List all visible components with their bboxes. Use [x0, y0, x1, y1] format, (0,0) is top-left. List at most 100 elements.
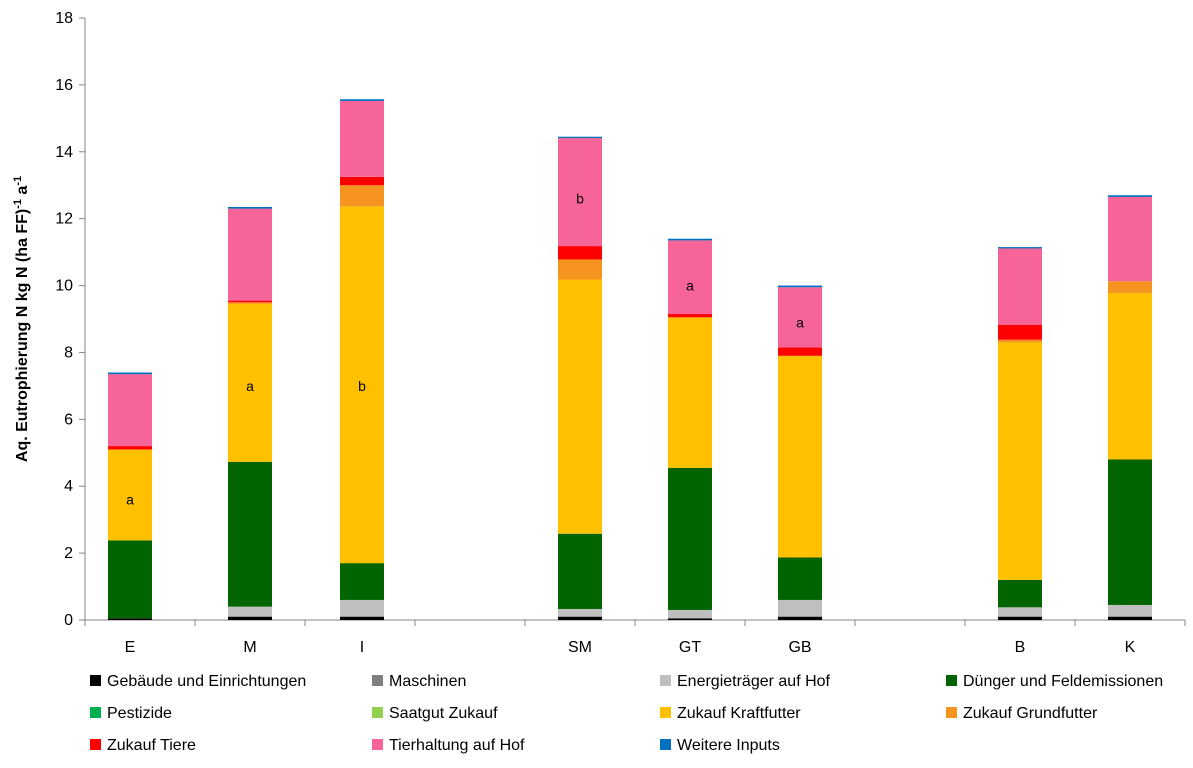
- bar-segment-gt-weitere-inputs: [668, 238, 712, 241]
- legend-swatch-zukauf-tiere: [90, 739, 101, 750]
- x-tick-label: I: [360, 639, 364, 656]
- legend-swatch-maschinen: [372, 675, 383, 686]
- legend-label-maschinen: Maschinen: [389, 673, 466, 690]
- bar-segment-e-gebäude-und-einrichtungen: [108, 618, 152, 620]
- bar-segment-i-energieträger-auf-hof: [340, 599, 384, 617]
- legend-label-weitere-inputs: Weitere Inputs: [677, 737, 780, 754]
- bar-annotation: a: [246, 378, 254, 394]
- bar-segment-k-dünger-und-feldemissionen: [1108, 459, 1152, 605]
- legend-swatch-dünger-und-feldemissionen: [946, 675, 957, 686]
- bar-segment-k-zukauf-grundfutter: [1108, 281, 1152, 293]
- legend-label-pestizide: Pestizide: [107, 705, 172, 722]
- bar-segment-sm-zukauf-kraftfutter: [558, 279, 602, 534]
- y-tick-label: 10: [55, 278, 73, 295]
- y-tick-label: 8: [64, 344, 73, 361]
- bar-segment-b-zukauf-tiere: [998, 324, 1042, 340]
- bar-segment-sm-gebäude-und-einrichtungen: [558, 616, 602, 620]
- bar-segment-sm-zukauf-tiere: [558, 246, 602, 260]
- legend-label-gebäude-und-einrichtungen: Gebäude und Einrichtungen: [107, 673, 306, 690]
- bar-segment-b-energieträger-auf-hof: [998, 607, 1042, 617]
- bar-segment-sm-dünger-und-feldemissionen: [558, 533, 602, 609]
- bar-segment-i-dünger-und-feldemissionen: [340, 563, 384, 600]
- bar-segment-sm-zukauf-grundfutter: [558, 259, 602, 280]
- legend-swatch-tierhaltung-auf-hof: [372, 739, 383, 750]
- legend-label-tierhaltung-auf-hof: Tierhaltung auf Hof: [389, 737, 525, 754]
- bar-annotation: a: [796, 314, 804, 330]
- bar-segment-i-zukauf-kraftfutter: [340, 206, 384, 564]
- bar-segment-m-dünger-und-feldemissionen: [228, 461, 272, 607]
- bar-segment-m-gebäude-und-einrichtungen: [228, 616, 272, 620]
- bar-segment-e-zukauf-kraftfutter: [108, 449, 152, 541]
- bar-segment-gb-weitere-inputs: [778, 285, 822, 288]
- legend-swatch-saatgut-zukauf: [372, 707, 383, 718]
- x-tick-label: M: [243, 639, 256, 656]
- bar-segment-sm-weitere-inputs: [558, 136, 602, 139]
- legend-swatch-zukauf-grundfutter: [946, 707, 957, 718]
- bar-segment-i-tierhaltung-auf-hof: [340, 100, 384, 177]
- y-tick-label: 4: [64, 478, 73, 495]
- bar-segment-sm-tierhaltung-auf-hof: [558, 138, 602, 247]
- bar-segment-k-tierhaltung-auf-hof: [1108, 196, 1152, 282]
- bar-segment-gt-gebäude-und-einrichtungen: [668, 618, 712, 620]
- bar-segment-gt-zukauf-kraftfutter: [668, 317, 712, 468]
- bar-annotation: a: [126, 492, 134, 508]
- bar-segment-gb-dünger-und-feldemissionen: [778, 557, 822, 600]
- bar-segment-e-dünger-und-feldemissionen: [108, 540, 152, 619]
- y-axis-label: Aq. Eutrophierung N kg N (ha FF)-1 a-1: [12, 176, 31, 462]
- bar-segment-m-zukauf-tiere: [228, 300, 272, 303]
- bar-segment-e-weitere-inputs: [108, 372, 152, 375]
- y-tick-label: 12: [55, 211, 73, 228]
- y-tick-label: 14: [55, 144, 73, 161]
- legend-label-energieträger-auf-hof: Energieträger auf Hof: [677, 673, 831, 690]
- bar-segment-b-weitere-inputs: [998, 247, 1042, 249]
- bar-segment-i-gebäude-und-einrichtungen: [340, 616, 384, 620]
- bar-segment-b-dünger-und-feldemissionen: [998, 579, 1042, 608]
- bar-segment-b-zukauf-grundfutter: [998, 339, 1042, 343]
- bar-segment-gb-gebäude-und-einrichtungen: [778, 616, 822, 620]
- bar-segment-gt-dünger-und-feldemissionen: [668, 467, 712, 610]
- legend-label-zukauf-tiere: Zukauf Tiere: [107, 737, 196, 754]
- bar-segment-m-weitere-inputs: [228, 206, 272, 209]
- y-tick-label: 18: [55, 10, 73, 27]
- legend-label-dünger-und-feldemissionen: Dünger und Feldemissionen: [963, 673, 1163, 690]
- bar-segment-sm-energieträger-auf-hof: [558, 608, 602, 617]
- x-tick-label: GB: [788, 639, 811, 656]
- y-tick-label: 0: [64, 612, 73, 629]
- bar-segment-gt-zukauf-tiere: [668, 313, 712, 318]
- legend-label-zukauf-grundfutter: Zukauf Grundfutter: [963, 705, 1098, 722]
- bar-segment-i-weitere-inputs: [340, 99, 384, 101]
- bar-segment-m-energieträger-auf-hof: [228, 606, 272, 617]
- bar-segment-b-zukauf-kraftfutter: [998, 342, 1042, 580]
- bar-annotation: b: [576, 191, 584, 207]
- bar-segment-m-zukauf-grundfutter: [228, 302, 272, 304]
- bar-segment-gt-tierhaltung-auf-hof: [668, 240, 712, 314]
- legend-swatch-energieträger-auf-hof: [660, 675, 671, 686]
- y-tick-label: 16: [55, 77, 73, 94]
- y-tick-label: 6: [64, 411, 73, 428]
- bar-segment-gb-zukauf-kraftfutter: [778, 355, 822, 558]
- bar-segment-m-tierhaltung-auf-hof: [228, 208, 272, 301]
- x-tick-label: B: [1015, 639, 1026, 656]
- legend-swatch-zukauf-kraftfutter: [660, 707, 671, 718]
- bar-segment-gb-tierhaltung-auf-hof: [778, 287, 822, 348]
- bar-segment-gt-energieträger-auf-hof: [668, 609, 712, 619]
- x-tick-label: K: [1125, 639, 1136, 656]
- bar-segment-m-zukauf-kraftfutter: [228, 303, 272, 462]
- bar-segment-b-gebäude-und-einrichtungen: [998, 616, 1042, 620]
- bar-segment-e-tierhaltung-auf-hof: [108, 374, 152, 447]
- y-tick-label: 2: [64, 545, 73, 562]
- legend-swatch-pestizide: [90, 707, 101, 718]
- bar-segment-k-gebäude-und-einrichtungen: [1108, 616, 1152, 620]
- legend-label-zukauf-kraftfutter: Zukauf Kraftfutter: [677, 705, 801, 722]
- bar-segment-gb-zukauf-tiere: [778, 347, 822, 356]
- bar-segment-k-energieträger-auf-hof: [1108, 604, 1152, 617]
- bar-segment-k-weitere-inputs: [1108, 195, 1152, 197]
- bar-segment-i-zukauf-grundfutter: [340, 185, 384, 207]
- legend-swatch-gebäude-und-einrichtungen: [90, 675, 101, 686]
- bar-annotation: b: [358, 378, 366, 394]
- bar-segment-k-zukauf-kraftfutter: [1108, 292, 1152, 460]
- bar-segment-e-zukauf-tiere: [108, 446, 152, 450]
- legend-label-saatgut-zukauf: Saatgut Zukauf: [389, 705, 498, 722]
